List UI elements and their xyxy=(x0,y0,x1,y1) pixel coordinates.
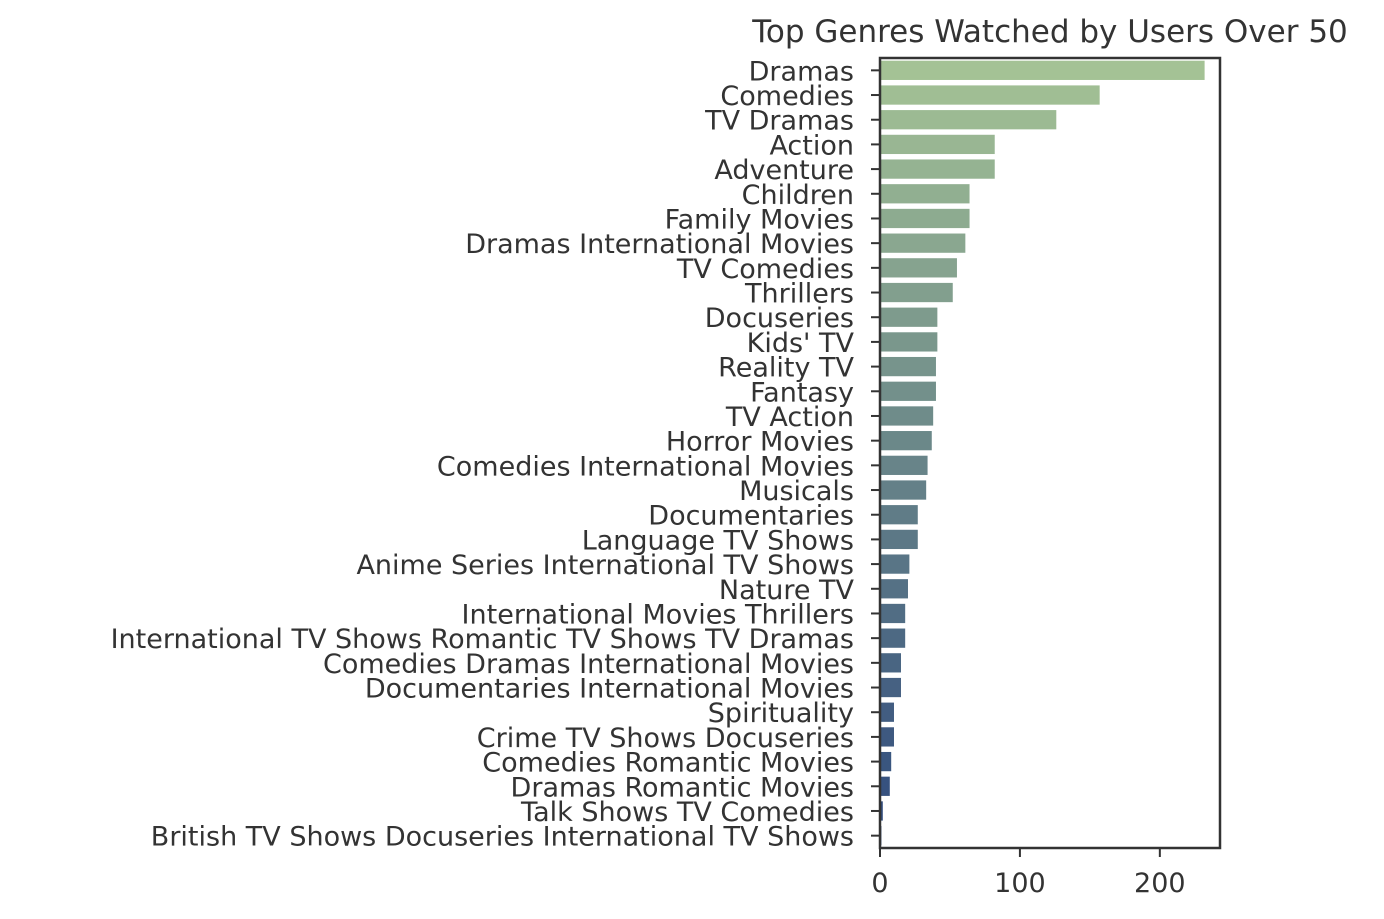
bar xyxy=(880,134,995,155)
y-tick-label: International TV Shows Romantic TV Shows… xyxy=(111,624,854,655)
y-tick-label: Children xyxy=(742,180,854,211)
bar xyxy=(880,332,938,352)
x-axis: 0 100 200 xyxy=(871,848,1186,899)
bar xyxy=(880,455,928,475)
y-tick-label: Documentaries xyxy=(648,501,854,532)
y-tick-label: Horror Movies xyxy=(666,427,854,458)
y-tick-label: Musicals xyxy=(739,476,854,507)
y-tick-label: Fantasy xyxy=(750,377,854,408)
y-tick-label: Dramas xyxy=(749,56,854,87)
bar xyxy=(880,85,1100,105)
y-tick-label: Talk Shows TV Comedies xyxy=(520,797,854,828)
bar xyxy=(880,727,894,747)
bar xyxy=(880,159,995,179)
chart-title: Top Genres Watched by Users Over 50 xyxy=(751,14,1348,50)
bar xyxy=(880,406,934,426)
y-tick-label: Comedies International Movies xyxy=(437,451,854,482)
y-tick-label: Docuseries xyxy=(705,303,854,334)
bar xyxy=(880,258,957,278)
bar xyxy=(880,579,908,599)
y-tick-label: Documentaries International Movies xyxy=(365,674,854,705)
bar xyxy=(880,110,1057,130)
bar xyxy=(880,653,901,673)
bar xyxy=(880,554,910,574)
y-tick-label: Language TV Shows xyxy=(582,525,854,556)
bar xyxy=(880,505,918,525)
bar xyxy=(880,282,953,303)
bar xyxy=(880,776,890,796)
y-tick-label: Spirituality xyxy=(708,698,854,729)
y-tick-label: TV Dramas xyxy=(704,106,854,137)
bar xyxy=(880,702,894,722)
bar xyxy=(880,208,970,229)
bar xyxy=(880,60,1205,80)
y-tick-label: British TV Shows Docuseries Internationa… xyxy=(151,822,854,853)
y-tick-label: Anime Series International TV Shows xyxy=(356,550,854,581)
bar xyxy=(880,751,892,772)
bar xyxy=(880,801,883,821)
bar xyxy=(880,233,966,253)
y-tick-label: TV Comedies xyxy=(676,254,854,285)
bar xyxy=(880,184,970,204)
y-tick-label: Comedies Romantic Movies xyxy=(482,748,854,779)
bars xyxy=(880,60,1205,846)
bar xyxy=(880,307,938,327)
y-tick-label: Comedies xyxy=(720,81,854,112)
bar xyxy=(880,603,906,624)
y-tick-label: Kids' TV xyxy=(747,328,855,359)
x-tick-label: 100 xyxy=(994,868,1046,899)
y-tick-label: Family Movies xyxy=(665,204,854,235)
y-tick-label: Action xyxy=(769,130,854,161)
y-tick-label: TV Action xyxy=(725,402,854,433)
bar xyxy=(880,677,901,698)
y-tick-label: Comedies Dramas International Movies xyxy=(323,649,854,680)
bar xyxy=(880,628,906,648)
plot-frame xyxy=(878,56,1222,850)
y-tick-label: International Movies Thrillers xyxy=(462,599,854,630)
y-tick-label: Nature TV xyxy=(719,575,855,606)
y-tick-label: Dramas Romantic Movies xyxy=(511,772,854,803)
bar xyxy=(880,529,918,550)
bar xyxy=(880,431,932,451)
y-tick-label: Thrillers xyxy=(744,279,854,310)
y-tick-label: Adventure xyxy=(714,155,854,186)
y-tick-label: Crime TV Shows Docuseries xyxy=(477,723,854,754)
x-tick-label: 200 xyxy=(1134,868,1186,899)
y-tick-label: Dramas International Movies xyxy=(465,229,854,260)
y-tick-label: Reality TV xyxy=(718,353,854,384)
bar xyxy=(880,356,936,377)
x-tick-label: 0 xyxy=(871,868,888,899)
bar xyxy=(880,381,936,401)
bar xyxy=(880,480,927,500)
